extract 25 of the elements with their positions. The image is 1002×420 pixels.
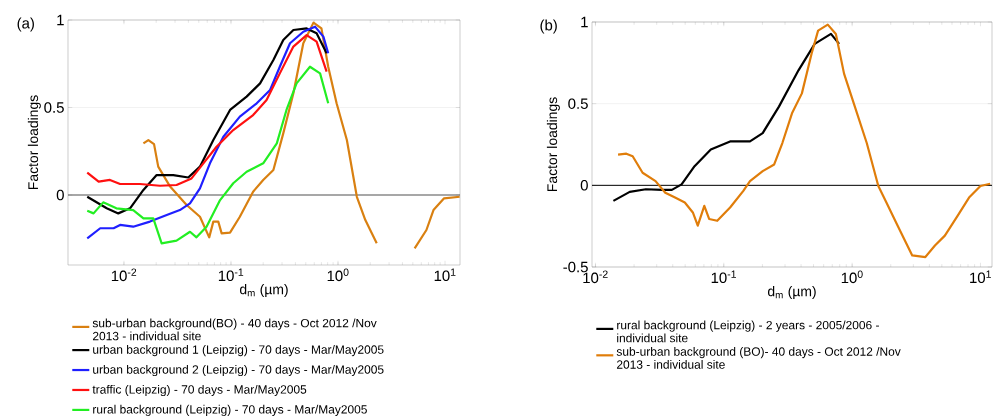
x-tick-label: 10$^{0}$ — [841, 270, 863, 284]
legend-label: rural background (Leipzig) - 70 days - Mar/May2005 — [93, 404, 367, 416]
y-tick-label: 1 — [581, 16, 588, 28]
x-tick-label: 10$^{-2}$ — [111, 268, 137, 282]
y-axis-title: Factor loadings — [27, 95, 41, 190]
y-tick-label: 1 — [57, 14, 64, 26]
x-tick-label: 10$^{0}$ — [327, 268, 349, 282]
y-tick-label: 0 — [580, 180, 588, 191]
legend-label: sub-urban background (BO)- 40 days - Oct 2012 /Nov 2013 - individual site — [616, 347, 901, 369]
x-axis-title: d$_{m}$ (µm) — [239, 284, 288, 298]
y-tick-label: 0 — [56, 189, 64, 201]
y-axis-title: Factor loadings — [546, 97, 560, 192]
chart-title: (a) — [17, 17, 34, 32]
x-tick-label: 10$^{1}$ — [434, 268, 456, 282]
x-axis-title: d$_{m}$ (µm) — [767, 286, 816, 300]
chart-title: (b) — [540, 19, 557, 34]
x-tick-label: 10$^{-1}$ — [218, 268, 244, 282]
x-tick-label: 10$^{1}$ — [970, 270, 991, 284]
y-tick-label: 0.5 — [568, 98, 588, 109]
y-tick-label: -0.5 — [563, 261, 588, 273]
x-tick-label: 10$^{-1}$ — [711, 270, 736, 284]
y-tick-label: 0.5 — [44, 102, 64, 113]
legend-label: urban background 1 (Leipzig) - 70 days - Mar/May2005 — [93, 345, 384, 357]
legend-label: traffic (Leipzig) - 70 days - Mar/May2005 — [92, 384, 307, 397]
legend-label: urban background 2 (Leipzig) - 70 days - Mar/May2005 — [93, 364, 384, 377]
